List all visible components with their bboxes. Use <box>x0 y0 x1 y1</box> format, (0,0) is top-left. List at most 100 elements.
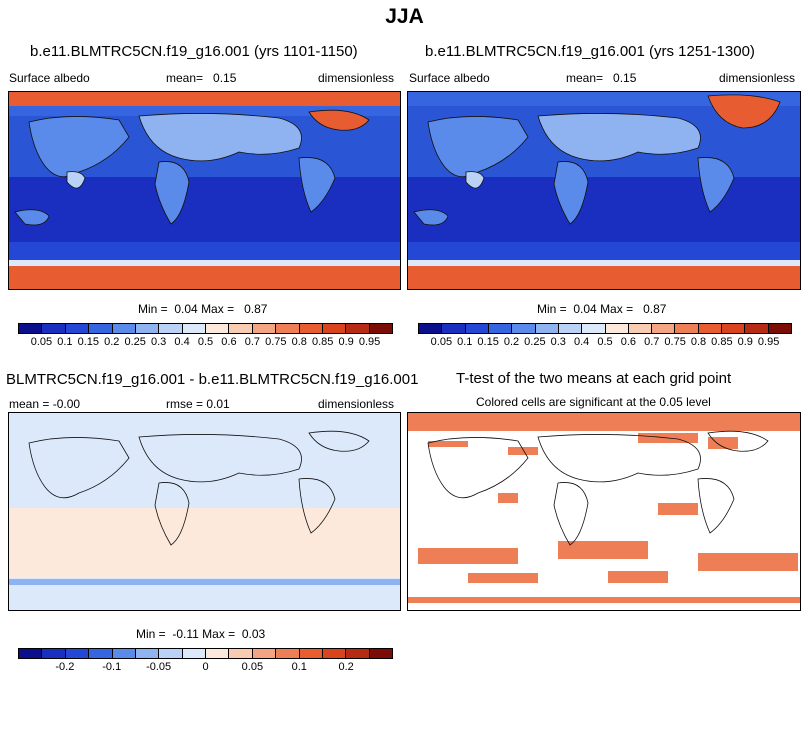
colorbar-tick-label: -0.1 <box>102 661 122 673</box>
colorbar-tick-label: 0.05 <box>241 661 264 673</box>
colorbar-cell <box>182 324 206 333</box>
colorbar-tick-label: 0.8 <box>291 336 307 348</box>
panel3-units: dimensionless <box>318 397 395 411</box>
panel2-mean: mean= 0.15 <box>566 71 637 85</box>
colorbar-tick-label: 0.95 <box>757 336 780 348</box>
panel1-map <box>8 91 401 290</box>
colorbar-tick-label: 0.5 <box>197 336 214 348</box>
colorbar-cell <box>65 649 90 658</box>
colorbar-tick-label: 0.4 <box>573 336 590 348</box>
colorbar-cell <box>276 324 300 333</box>
panel3-map <box>8 412 401 611</box>
colorbar-tick-label: 0.75 <box>265 336 287 348</box>
colorbar-tick-label: 0.1 <box>457 336 473 348</box>
colorbar-cell <box>42 324 66 333</box>
colorbar-cell <box>19 324 43 333</box>
panel1-units: dimensionless <box>318 71 395 85</box>
colorbar-cell <box>159 324 183 333</box>
panel1-variable: Surface albedo <box>9 71 90 85</box>
colorbar-tick-label: 0.9 <box>737 336 753 348</box>
colorbar-cell <box>112 324 136 333</box>
panel1-mean: mean= 0.15 <box>166 71 237 85</box>
colorbar-tick-label: 0.6 <box>620 336 637 348</box>
panel1-minmax: Min = 0.04 Max = 0.87 <box>138 302 268 316</box>
colorbar-cell <box>299 649 323 658</box>
colorbar-cell <box>442 324 466 333</box>
colorbar-cell <box>745 324 769 333</box>
colorbar-tick-label: 0 <box>202 661 209 673</box>
colorbar-tick-label: 0.7 <box>244 336 261 348</box>
colorbar-cell <box>65 324 90 333</box>
panel3-rmse: rmse = 0.01 <box>166 397 230 411</box>
colorbar-cell <box>135 649 160 658</box>
colorbar-cell <box>252 649 277 658</box>
colorbar-tick-label: 0.95 <box>358 336 381 348</box>
colorbar-tick-label: 0.05 <box>30 336 53 348</box>
colorbar-tick-label: 0.15 <box>477 336 499 348</box>
colorbar-cell <box>206 324 230 333</box>
colorbar-cell <box>465 324 489 333</box>
colorbar-cell <box>112 649 136 658</box>
colorbar-cell <box>768 324 791 333</box>
colorbar-cell <box>369 649 392 658</box>
colorbar-cell <box>535 324 559 333</box>
colorbar-cell <box>206 649 230 658</box>
colorbar-tick-label: 0.9 <box>338 336 354 348</box>
colorbar-cell <box>299 324 323 333</box>
colorbar-tick-label: 0.75 <box>664 336 686 348</box>
figure-title: JJA <box>385 5 424 28</box>
panel1-colorbar-labels: 0.05 0.1 0.15 0.2 0.25 0.3 0.4 0.5 0.6 0.7 0.75 0.8… <box>18 336 393 350</box>
colorbar-cell <box>582 324 606 333</box>
panel2-units: dimensionless <box>719 71 796 85</box>
colorbar-cell <box>488 324 513 333</box>
colorbar-cell <box>89 324 113 333</box>
panel2-title: b.e11.BLMTRC5CN.f19_g16.001 (yrs 1251-13… <box>425 43 755 60</box>
panel4-title: T-test of the two means at each grid poi… <box>456 370 732 387</box>
colorbar-tick-label: 0.25 <box>124 336 146 348</box>
panel3-minmax: Min = -0.11 Max = 0.03 <box>136 627 266 641</box>
colorbar-cell <box>346 324 370 333</box>
colorbar-cell <box>322 649 347 658</box>
colorbar-cell <box>558 324 583 333</box>
panel2-variable: Surface albedo <box>409 71 490 85</box>
colorbar-cell <box>698 324 723 333</box>
colorbar-cell <box>159 649 183 658</box>
colorbar-cell <box>652 324 676 333</box>
colorbar-cell <box>722 324 746 333</box>
colorbar-cell <box>229 649 253 658</box>
colorbar-cell <box>628 324 653 333</box>
colorbar-tick-label: -0.2 <box>55 661 75 673</box>
colorbar-cell <box>19 649 43 658</box>
panel2-map <box>407 91 801 290</box>
colorbar-tick-label: 0.6 <box>221 336 237 348</box>
panel3-colorbar-labels: -0.2 -0.1 -0.05 0 0.05 0.1 0.2 <box>18 661 393 675</box>
panel4-map <box>407 412 801 611</box>
colorbar-cell <box>42 649 66 658</box>
colorbar-tick-label: 0.2 <box>503 336 520 348</box>
colorbar-tick-label: 0.3 <box>150 336 167 348</box>
colorbar-cell <box>419 324 443 333</box>
colorbar-tick-label: 0.4 <box>174 336 190 348</box>
colorbar-cell <box>675 324 699 333</box>
colorbar-cell <box>322 324 347 333</box>
colorbar-tick-label: 0.05 <box>430 336 453 348</box>
colorbar-tick-label: 0.7 <box>644 336 660 348</box>
colorbar-cell <box>346 649 370 658</box>
colorbar-tick-label: 0.1 <box>291 661 307 673</box>
colorbar-tick-label: 0.8 <box>690 336 707 348</box>
colorbar-cell <box>229 324 253 333</box>
colorbar-tick-label: 0.5 <box>597 336 613 348</box>
panel1-title: b.e11.BLMTRC5CN.f19_g16.001 (yrs 1101-11… <box>30 43 358 60</box>
colorbar-tick-label: 0.85 <box>311 336 334 348</box>
panel2-colorbar-labels: 0.05 0.1 0.15 0.2 0.25 0.3 0.4 0.5 0.6 0.7 0.75 0.8… <box>418 336 792 350</box>
colorbar-tick-label: 0.1 <box>57 336 73 348</box>
panel2-colorbar <box>418 323 792 334</box>
colorbar-tick-label: -0.05 <box>146 661 172 673</box>
colorbar-cell <box>89 649 113 658</box>
colorbar-tick-label: 0.25 <box>524 336 546 348</box>
colorbar-cell <box>276 649 300 658</box>
colorbar-cell <box>252 324 277 333</box>
panel1-colorbar <box>18 323 393 334</box>
panel3-title: BLMTRC5CN.f19_g16.001 - b.e11.BLMTRC5CN.… <box>6 371 419 388</box>
panel2-minmax: Min = 0.04 Max = 0.87 <box>537 302 667 316</box>
